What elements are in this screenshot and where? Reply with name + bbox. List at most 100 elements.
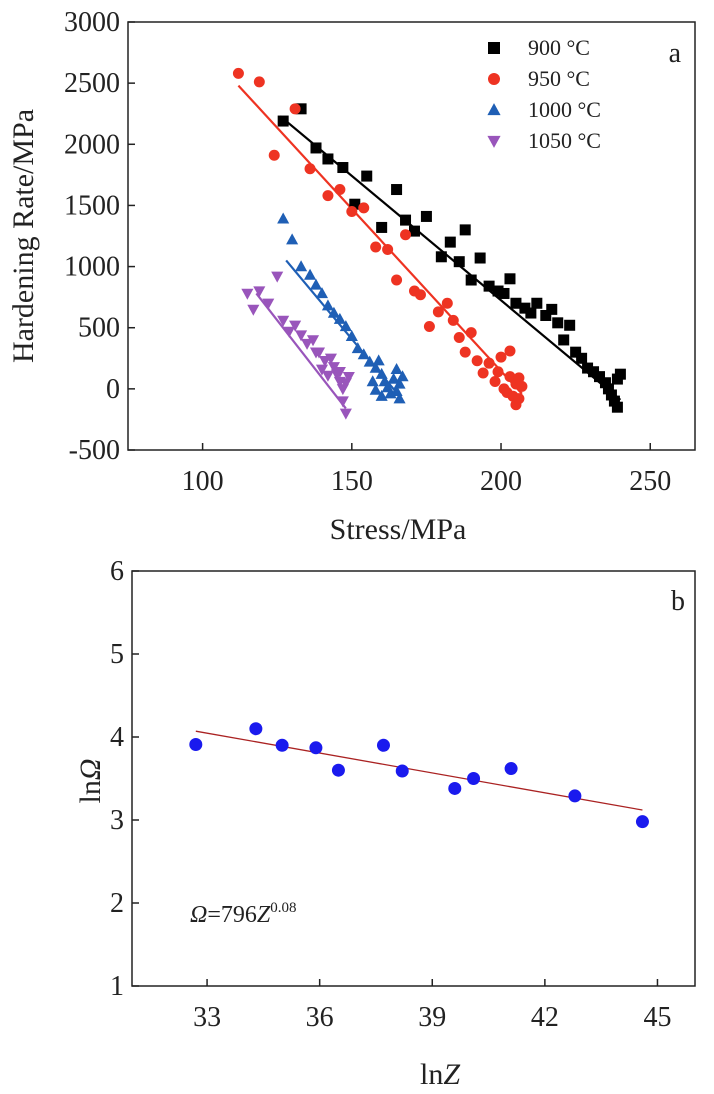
x-tick-label: 150 (331, 466, 373, 497)
formula-z: Z (257, 902, 271, 928)
data-point-900-c (453, 256, 465, 268)
data-point-900-c (552, 317, 564, 329)
data-point-900-c (599, 377, 611, 389)
legend-marker-1050-c (487, 135, 501, 148)
data-point-950-c (232, 67, 244, 79)
x-tick-label: 33 (193, 1002, 221, 1033)
data-point-1000-c (396, 370, 409, 382)
data-point-950-c (423, 320, 435, 332)
data-point-1000-c (333, 312, 346, 324)
data-point-950-c (504, 345, 516, 357)
y-tick-label: 3000 (64, 7, 120, 38)
data-point-950-c (504, 371, 516, 383)
data-point-950-c (370, 241, 382, 253)
data-point-900-c (510, 297, 522, 309)
data-point-900-c (474, 252, 486, 264)
data-point-series (467, 772, 481, 785)
formula-omega: Ω (190, 902, 207, 928)
data-point-series (376, 738, 390, 752)
data-point-1050-c (271, 271, 284, 283)
data-point-950-c (477, 367, 489, 379)
y-tick-label: 1 (110, 971, 124, 1002)
panel-a-tag: a (669, 38, 682, 69)
data-point-950-c (358, 202, 370, 214)
data-point-series (275, 738, 289, 752)
panel-b-y-title-var: Ω (74, 758, 107, 780)
data-point-1000-c (369, 361, 382, 373)
data-point-950-c (400, 229, 412, 241)
data-point-900-c (408, 225, 420, 237)
y-tick-label: 5 (110, 639, 124, 670)
data-point-1000-c (321, 299, 334, 311)
x-tick-label: 39 (418, 1002, 446, 1033)
data-point-950-c (391, 274, 403, 286)
data-point-900-c (605, 389, 617, 401)
data-point-950-c (304, 163, 316, 175)
data-point-950-c (465, 327, 477, 339)
data-point-series (448, 781, 462, 795)
data-point-950-c (447, 314, 459, 326)
data-point-950-c (346, 206, 358, 218)
data-point-1050-c (306, 335, 320, 347)
data-point-900-c (492, 285, 504, 297)
data-point-950-c (253, 76, 265, 88)
data-point-1050-c (342, 371, 355, 383)
data-point-950-c (495, 351, 507, 363)
data-point-950-c (516, 380, 528, 392)
data-point-900-c (546, 303, 558, 315)
data-point-1000-c (393, 377, 406, 389)
data-point-950-c (289, 103, 301, 115)
x-tick-label: 100 (182, 466, 224, 497)
data-point-1000-c (375, 389, 388, 401)
y-tick-label: 2 (110, 888, 124, 919)
y-tick-label: 3 (110, 805, 124, 836)
data-point-1000-c (303, 268, 317, 280)
data-point-900-c (400, 214, 412, 226)
data-point-1050-c (327, 362, 340, 374)
data-point-series (331, 763, 345, 777)
y-tick-label: 4 (110, 722, 124, 753)
legend-label-900-c: 900 °C (528, 35, 590, 60)
panel-a-data-points (232, 67, 626, 420)
data-point-1050-c (309, 347, 323, 359)
data-point-1050-c (324, 353, 337, 365)
data-point-1000-c (357, 348, 370, 360)
data-point-1000-c (390, 362, 403, 374)
data-point-900-c (322, 153, 334, 165)
data-point-1050-c (336, 396, 349, 408)
data-point-950-c (489, 376, 501, 388)
data-point-950-c (492, 366, 504, 378)
data-point-950-c (513, 393, 525, 405)
data-point-900-c (376, 221, 388, 233)
data-point-1000-c (363, 355, 376, 367)
data-point-1050-c (262, 298, 275, 310)
panel-b-fit-equation: Ω=796Z0.08 (190, 900, 297, 928)
data-point-900-c (465, 274, 477, 286)
formula-coefficient: =796 (207, 902, 257, 928)
data-point-900-c (391, 184, 403, 196)
data-point-1050-c (289, 320, 302, 332)
data-point-900-c (337, 162, 349, 174)
data-point-900-c (349, 198, 361, 210)
data-point-900-c (570, 346, 582, 358)
panel-a-y-axis-title: Hardening Rate/MPa (7, 109, 40, 363)
data-point-900-c (295, 103, 307, 115)
data-point-1050-c (247, 304, 260, 316)
y-tick-label: -500 (69, 435, 120, 466)
data-point-950-c (513, 372, 525, 384)
data-point-950-c (471, 355, 483, 367)
fit-line-900-c (279, 115, 622, 401)
y-tick-label: 2500 (64, 68, 120, 99)
data-point-1050-c (339, 408, 352, 420)
data-point-900-c (576, 352, 588, 364)
data-point-900-c (611, 401, 623, 413)
panel-b-x-axis-title: lnZ (420, 1058, 460, 1091)
data-point-series (309, 741, 323, 755)
fit-line-series (195, 730, 643, 811)
legend-marker-900-c (488, 42, 500, 54)
data-point-900-c (277, 115, 289, 127)
data-point-950-c (334, 184, 346, 196)
data-point-950-c (382, 243, 394, 255)
data-point-900-c (504, 273, 516, 285)
